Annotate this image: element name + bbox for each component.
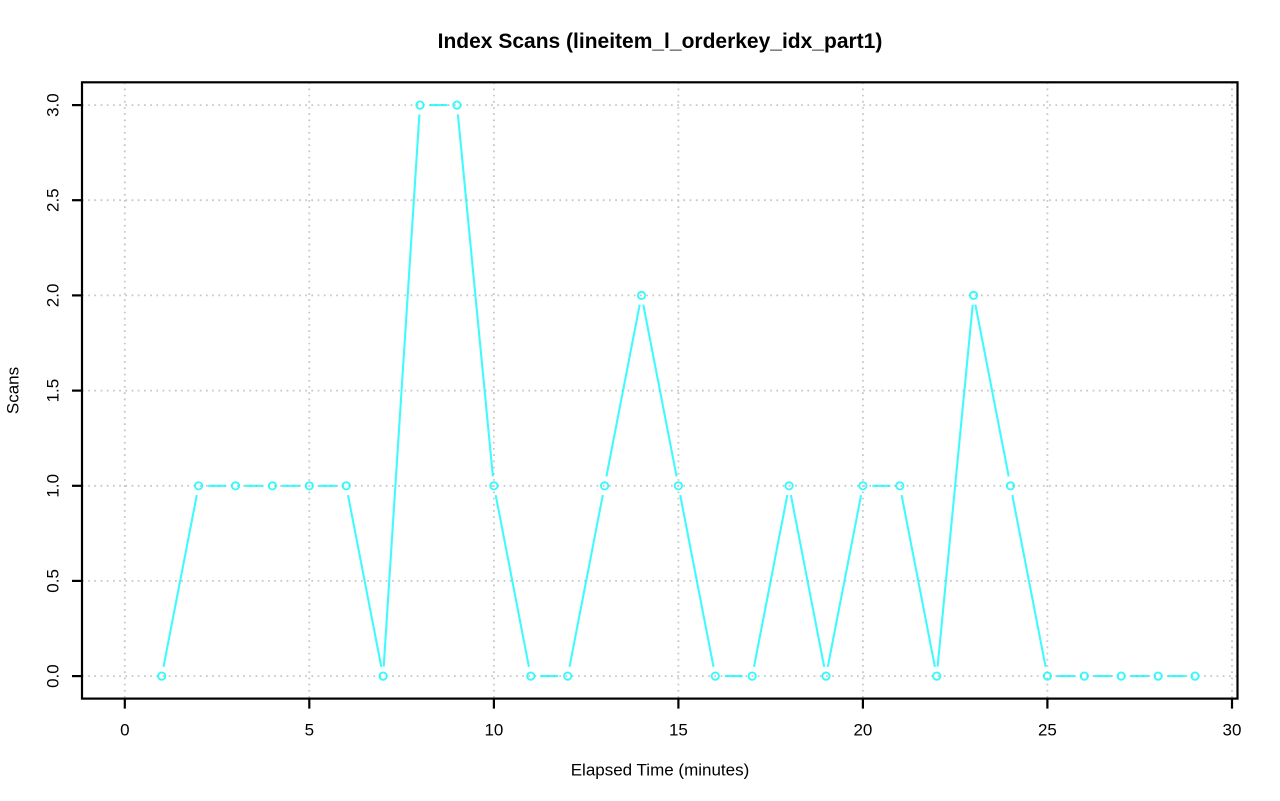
svg-text:1.0: 1.0 — [44, 474, 63, 498]
svg-text:Elapsed Time (minutes): Elapsed Time (minutes) — [571, 761, 750, 780]
svg-text:0: 0 — [120, 721, 129, 740]
svg-text:1.5: 1.5 — [44, 379, 63, 403]
svg-text:2.0: 2.0 — [44, 284, 63, 308]
svg-text:25: 25 — [1038, 721, 1057, 740]
svg-text:0.5: 0.5 — [44, 569, 63, 593]
svg-text:0.0: 0.0 — [44, 664, 63, 688]
svg-text:3.0: 3.0 — [44, 93, 63, 117]
svg-text:5: 5 — [305, 721, 314, 740]
svg-text:2.5: 2.5 — [44, 188, 63, 212]
svg-text:Index Scans (lineitem_l_orderk: Index Scans (lineitem_l_orderkey_idx_par… — [438, 30, 883, 53]
svg-text:20: 20 — [853, 721, 872, 740]
svg-text:10: 10 — [484, 721, 503, 740]
svg-text:15: 15 — [669, 721, 688, 740]
svg-text:30: 30 — [1223, 721, 1242, 740]
svg-text:Scans: Scans — [4, 367, 23, 414]
